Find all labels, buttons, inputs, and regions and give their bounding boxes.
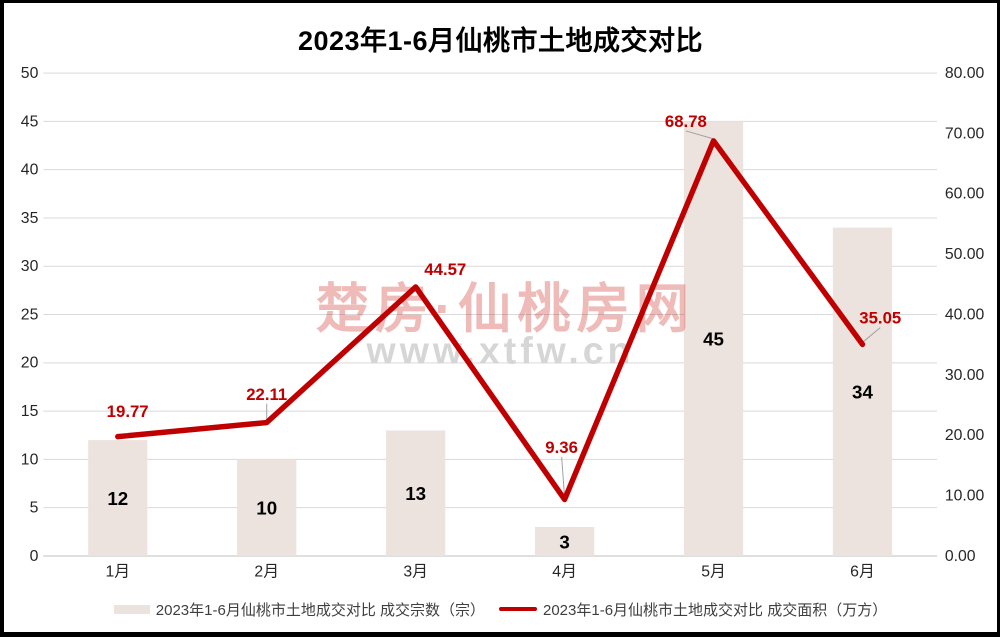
bar-value-label: 34	[852, 382, 873, 403]
y-axis-left-tick-label: 5	[30, 500, 39, 517]
y-axis-right-tick-label: 10.00	[945, 488, 985, 505]
y-axis-left-tick-label: 45	[21, 113, 39, 130]
y-axis-right-tick-label: 0.00	[945, 548, 976, 565]
chart-legend: 2023年1-6月仙桃市土地成交对比 成交宗数（宗） 2023年1-6月仙桃市土…	[4, 598, 997, 620]
bar-value-label: 12	[107, 488, 128, 509]
y-axis-right-tick-label: 80.00	[945, 65, 985, 82]
line-series	[115, 138, 866, 503]
label-leader-line	[685, 130, 714, 140]
bar-value-label: 10	[256, 498, 277, 519]
line-value-label: 35.05	[859, 309, 901, 328]
y-axis-left-tick-label: 10	[21, 451, 39, 468]
x-tick-label: 2月	[254, 564, 279, 581]
y-axis-left-tick-label: 35	[21, 210, 39, 227]
y-axis-right-tick-label: 50.00	[945, 246, 985, 263]
bar-value-label: 13	[405, 483, 426, 504]
y-axis-left-tick-label: 15	[21, 403, 39, 420]
x-tick-label: 5月	[701, 564, 726, 581]
bar-value-label: 45	[703, 329, 724, 350]
bar-4月	[534, 526, 595, 556]
line-value-label: 22.11	[246, 385, 287, 404]
bar-2月	[237, 459, 297, 556]
page-title: 2023年1-6月仙桃市土地成交对比	[297, 26, 704, 56]
legend-label-line-series: 2023年1-6月仙桃市土地成交对比 成交面积（万方）	[543, 601, 888, 619]
line-value-label: 44.57	[424, 260, 466, 279]
y-axis-left-tick-label: 20	[21, 355, 39, 372]
y-axis-left-tick-label: 0	[30, 548, 39, 565]
y-axis-left-tick-label: 25	[21, 306, 39, 323]
line-value-label: 19.77	[107, 402, 149, 421]
y-axis-left-tick-label: 30	[21, 258, 39, 275]
watermark-text: 楚房·仙桃房网	[316, 280, 695, 339]
y-axis-right-tick-label: 20.00	[945, 427, 985, 444]
line-value-label: 9.36	[545, 438, 578, 457]
legend-item-line-series: 2023年1-6月仙桃市土地成交对比 成交面积（万方）	[499, 599, 887, 620]
x-tick-label: 4月	[552, 564, 577, 581]
x-tick-label: 6月	[850, 564, 875, 581]
y-axis-right-tick-label: 60.00	[945, 186, 985, 203]
bar-series-swatch-icon	[113, 604, 150, 614]
label-leader-line	[862, 327, 881, 343]
x-tick-label: 3月	[403, 564, 428, 581]
y-axis-left-tick-label: 40	[21, 162, 39, 179]
legend-label-bar-series: 2023年1-6月仙桃市土地成交对比 成交宗数（宗）	[155, 601, 485, 619]
bar-3月	[386, 430, 446, 556]
line-value-label: 68.78	[665, 112, 707, 131]
y-axis-right-tick-label: 40.00	[945, 306, 985, 323]
x-tick-label: 1月	[106, 564, 131, 581]
bar-value-label: 3	[559, 531, 569, 552]
y-axis-right-tick-label: 30.00	[945, 367, 985, 384]
bar-6月	[832, 227, 893, 556]
y-axis-left-tick-label: 50	[21, 65, 39, 82]
y-axis-right-tick-label: 70.00	[945, 125, 985, 142]
legend-item-bar-series: 2023年1-6月仙桃市土地成交对比 成交宗数（宗）	[113, 599, 485, 620]
label-leader-line	[561, 456, 566, 498]
bar-1月	[88, 440, 148, 556]
line-series-swatch-icon	[499, 607, 537, 611]
watermark-url: www.xtfw.cn	[366, 329, 635, 371]
